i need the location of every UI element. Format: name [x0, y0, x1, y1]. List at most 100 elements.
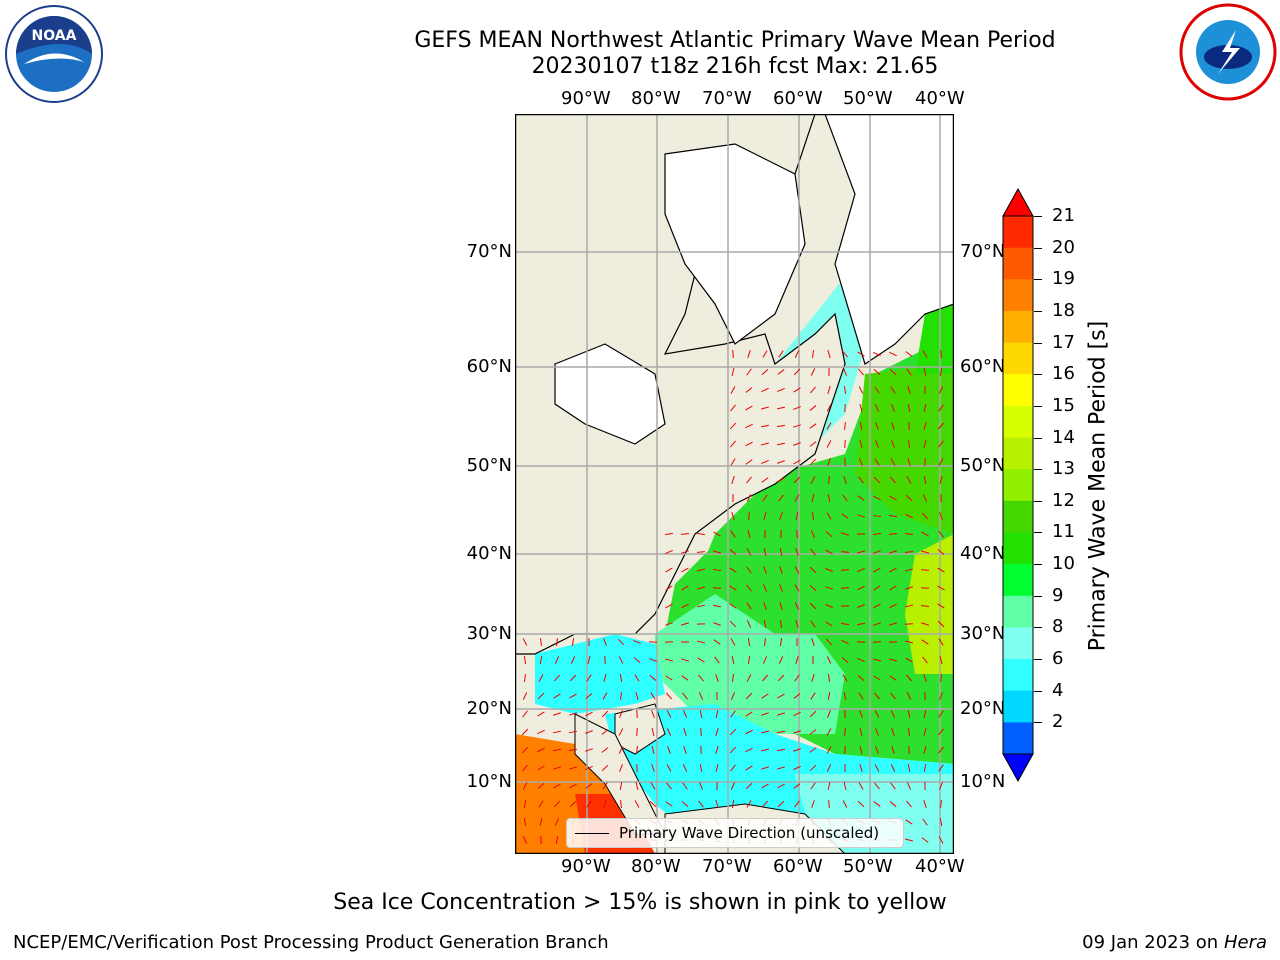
colorbar-tick-mark	[1034, 532, 1042, 534]
wave-arrow	[618, 728, 624, 736]
colorbar-tick-label: 19	[1052, 268, 1075, 290]
wave-arrow	[730, 782, 736, 790]
wave-arrow	[907, 709, 911, 719]
arctic-ice	[664, 143, 806, 345]
wave-arrow	[537, 765, 545, 771]
wave-arrow	[761, 477, 769, 483]
wave-arrow	[666, 710, 672, 718]
wave-arrow	[844, 745, 846, 755]
colorbar-tick-label: 16	[1052, 363, 1075, 385]
wave-arrow	[585, 765, 593, 771]
wave-arrow	[554, 818, 560, 826]
wave-arrow	[840, 569, 850, 571]
wave-arrow	[921, 639, 929, 645]
wave-arrow	[731, 799, 735, 809]
wave-arrow	[809, 458, 817, 466]
wave-arrow	[825, 530, 833, 538]
wave-arrow	[635, 692, 639, 700]
wave-arrow	[890, 692, 896, 700]
wave-arrow	[681, 585, 689, 591]
wave-arrow	[762, 494, 768, 502]
wave-arrow	[763, 566, 767, 574]
wave-arrow	[793, 368, 801, 376]
wave-arrow	[552, 730, 562, 734]
colorbar-segment	[1003, 500, 1033, 533]
footer-right: 09 Jan 2023 on Hera	[1082, 932, 1267, 953]
wave-arrow	[779, 512, 783, 520]
wave-arrow	[745, 692, 753, 700]
lat-label-right: 70°N	[960, 241, 1006, 262]
wave-arrow	[712, 587, 722, 589]
wave-arrow	[810, 620, 816, 628]
wave-arrow	[904, 551, 914, 553]
wave-arrow	[746, 566, 752, 574]
wave-arrow	[856, 641, 866, 643]
wave-arrow	[730, 440, 736, 448]
wave-arrow	[793, 748, 801, 752]
wave-arrow	[809, 584, 817, 592]
lat-label-right: 10°N	[960, 771, 1006, 792]
lat-label-left: 20°N	[466, 698, 512, 719]
wave-arrow	[731, 655, 735, 665]
lat-label-left: 10°N	[466, 771, 512, 792]
noaa-logo: NOAA	[4, 4, 104, 104]
wave-arrow	[777, 369, 785, 375]
wave-arrow	[793, 459, 801, 465]
wave-arrow	[811, 800, 815, 808]
wave-arrow	[681, 550, 689, 554]
wave-arrow	[745, 782, 753, 790]
wave-arrow	[812, 511, 814, 521]
wave-arrow	[809, 566, 817, 574]
wave-arrow	[890, 710, 896, 718]
lat-label-right: 20°N	[960, 698, 1006, 719]
wave-arrow	[664, 641, 674, 643]
wave-arrow	[905, 494, 913, 502]
wave-arrow	[538, 674, 544, 682]
colorbar-tick-label: 9	[1052, 584, 1064, 606]
wave-arrow	[858, 692, 864, 700]
colorbar-tick-mark	[1034, 279, 1042, 281]
colorbar-segment	[1003, 216, 1033, 249]
wave-arrow	[585, 748, 593, 752]
wave-arrow	[875, 728, 879, 736]
wave-arrow	[601, 710, 609, 718]
wave-arrow	[907, 439, 911, 449]
wave-arrow	[748, 511, 750, 521]
wave-arrow	[856, 622, 866, 626]
wave-arrow	[776, 424, 786, 428]
wave-arrow	[794, 674, 800, 682]
wave-arrow	[905, 819, 913, 825]
colorbar-tick-label: 2	[1052, 711, 1064, 733]
wave-arrow	[796, 529, 798, 539]
wave-arrow	[938, 728, 944, 736]
wave-arrow	[891, 746, 895, 754]
wave-arrow	[729, 585, 737, 591]
colorbar-tick-label: 6	[1052, 648, 1064, 670]
wave-arrow	[857, 800, 865, 808]
wave-arrow	[843, 368, 847, 376]
wave-arrow	[939, 692, 943, 700]
chart-title: GEFS MEAN Northwest Atlantic Primary Wav…	[414, 28, 1056, 53]
map-legend: Primary Wave Direction (unscaled)	[566, 818, 904, 848]
colorbar-segment	[1003, 279, 1033, 312]
colorbar-tick-mark	[1034, 500, 1042, 502]
colorbar-over-triangle	[1002, 187, 1034, 217]
wave-arrow	[809, 405, 817, 411]
wave-arrow	[889, 368, 897, 376]
wave-arrow	[809, 729, 817, 735]
wave-arrow	[745, 405, 753, 411]
wave-arrow	[537, 729, 545, 735]
wave-arrow	[889, 675, 897, 681]
wave-arrow	[890, 764, 896, 772]
wave-arrow	[872, 514, 882, 518]
colorbar-label: Primary Wave Mean Period [s]	[1085, 320, 1111, 652]
wave-arrow	[940, 349, 942, 359]
wave-arrow	[826, 404, 832, 412]
wave-arrow	[905, 351, 913, 357]
wave-arrow	[570, 656, 576, 664]
wave-arrow	[746, 548, 752, 556]
wave-arrow	[891, 440, 895, 448]
wave-arrow	[713, 550, 721, 554]
colorbar-segment	[1003, 342, 1033, 375]
wave-arrow	[873, 476, 881, 484]
